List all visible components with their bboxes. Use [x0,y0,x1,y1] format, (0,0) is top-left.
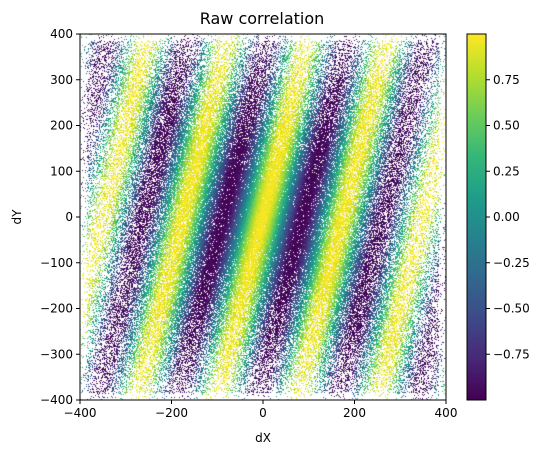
y-axis-label: dY [10,209,24,225]
x-tick-label: 200 [343,406,366,420]
y-tick-label: 0 [65,210,73,224]
y-tick-label: −100 [40,256,73,270]
y-axis: −400 −300 −200 −100 0 100 200 300 400 [40,27,80,407]
colorbar-tick-label: −0.25 [493,256,530,270]
colorbar-tick-label: −0.50 [493,302,530,316]
y-tick-label: 100 [50,164,73,178]
colorbar-tick-label: 0.50 [493,119,520,133]
y-tick-label: 200 [50,119,73,133]
chart-title: Raw correlation [200,9,325,28]
y-tick-label: 300 [50,73,73,87]
colorbar-tick-label: 0.00 [493,210,520,224]
plot-area [79,33,447,401]
colorbar-gradient [467,34,486,400]
y-tick-label: 400 [50,27,73,41]
colorbar-ticks: −0.75 −0.50 −0.25 0.00 0.25 0.50 0.75 [486,73,530,361]
x-tick-label: 0 [259,406,267,420]
x-tick-label: −400 [64,406,97,420]
x-tick-label: 400 [435,406,458,420]
colorbar: −0.75 −0.50 −0.25 0.00 0.25 0.50 0.75 [466,33,530,401]
y-tick-label: −300 [40,347,73,361]
heatmap-image [80,34,446,400]
x-axis-label: dX [255,431,271,445]
x-axis: −400 −200 0 200 400 [64,400,458,420]
y-tick-label: −200 [40,302,73,316]
y-tick-label: −400 [40,393,73,407]
colorbar-tick-label: 0.75 [493,73,520,87]
x-tick-label: −200 [155,406,188,420]
colorbar-tick-label: 0.25 [493,164,520,178]
colorbar-tick-label: −0.75 [493,347,530,361]
